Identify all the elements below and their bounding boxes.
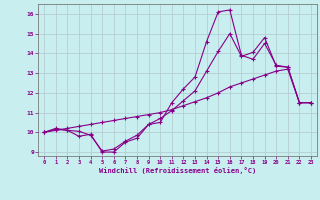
X-axis label: Windchill (Refroidissement éolien,°C): Windchill (Refroidissement éolien,°C): [99, 167, 256, 174]
